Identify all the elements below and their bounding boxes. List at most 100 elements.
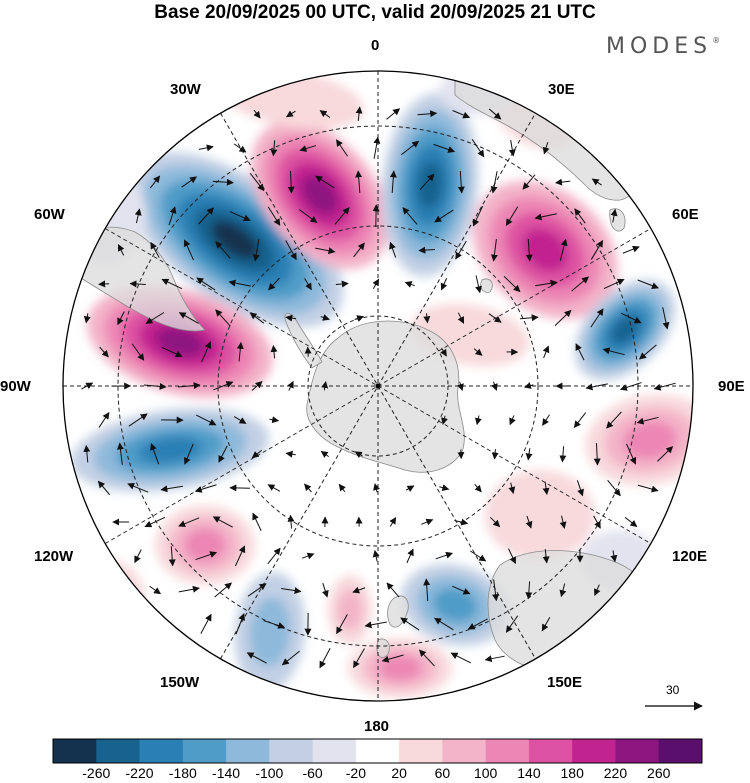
anomaly-contour [623, 421, 677, 459]
colorbar-bin [615, 739, 660, 763]
wind-arrow [555, 178, 571, 186]
wind-arrow [229, 211, 251, 222]
colorbar-label: 260 [647, 765, 671, 781]
wind-arrow [505, 206, 519, 226]
wind-arrow [183, 239, 194, 261]
wind-arrow [441, 415, 448, 425]
wind-arrow [574, 208, 586, 224]
land-masses [63, 73, 657, 699]
lon-label-90w: 90W [0, 378, 31, 395]
wind-arrow [488, 108, 502, 120]
colorbar-label: -60 [302, 765, 323, 781]
wind-arrow [338, 483, 346, 492]
wind-arrow [287, 380, 294, 391]
wind-arrow [198, 207, 214, 225]
chart-title: Base 20/09/2025 00 UTC, valid 20/09/2025… [154, 2, 596, 23]
wind-arrow [471, 138, 485, 158]
wind-arrow [467, 618, 488, 630]
wind-arrow [435, 551, 453, 560]
anomaly-contour [432, 588, 478, 622]
map-border [62, 70, 694, 702]
wind-arrow [150, 442, 160, 465]
wind-arrow [196, 277, 216, 291]
wind-arrow [452, 110, 471, 119]
wind-arrow [235, 613, 245, 635]
wind-arrow [535, 279, 558, 287]
wind-arrow [603, 278, 625, 290]
wind-arrow [200, 613, 212, 634]
colorbar-bin [182, 739, 227, 763]
colorbar-bin [53, 739, 97, 763]
colorbar-label: 100 [473, 765, 498, 781]
wind-arrow [213, 381, 234, 391]
colorbar-label: 180 [560, 765, 584, 781]
wind-arrow [455, 240, 467, 260]
wind-arrow [590, 239, 604, 260]
wind-arrow [508, 140, 516, 157]
wind-arrow [439, 484, 450, 491]
wind-arrow [161, 346, 183, 358]
land-mass [284, 313, 323, 369]
wind-arrow [636, 416, 659, 425]
wind-arrow [525, 581, 533, 600]
wind-arrow [364, 621, 387, 629]
colorbar-label: 60 [434, 765, 451, 781]
wind-arrow [233, 143, 247, 153]
wind-arrow [571, 276, 589, 292]
wind-arrow [249, 173, 265, 192]
wind-arrow [457, 381, 464, 391]
colorbar-bin [658, 739, 703, 763]
wind-arrow [419, 649, 435, 667]
wind-arrow [440, 278, 448, 291]
wind-arrow [508, 482, 516, 494]
wind-arrow [320, 450, 330, 458]
wind-arrow [281, 587, 302, 595]
wind-arrow [178, 585, 200, 593]
wind-arrow [97, 480, 111, 496]
wind-arrow [542, 345, 550, 359]
anomaly-contour [337, 589, 363, 631]
wind-arrow [268, 277, 280, 291]
wind-vectors [81, 106, 676, 669]
wind-arrow [83, 444, 91, 463]
wind-arrow [98, 411, 110, 428]
colorbar-bin [528, 739, 573, 763]
wind-arrow [354, 451, 363, 459]
wind-arrow [389, 170, 397, 194]
wind-arrow [81, 382, 94, 390]
wind-arrow [619, 382, 642, 391]
wind-arrow [249, 312, 265, 324]
wind-arrow [470, 550, 487, 562]
wind-arrow [386, 582, 400, 598]
wind-arrow [201, 341, 212, 363]
colorbar-label: -220 [125, 765, 154, 781]
wind-arrow [593, 443, 601, 466]
wind-arrow [423, 313, 431, 324]
wind-arrow [131, 343, 145, 361]
wind-arrow [554, 309, 572, 326]
lon-label-150w: 150W [160, 674, 200, 691]
brand-registered-mark: ® [712, 36, 721, 45]
wind-arrow [143, 382, 167, 390]
wind-arrow [490, 516, 501, 528]
lon-label-30w: 30W [170, 81, 201, 98]
wind-arrow [178, 312, 199, 324]
wind-arrow [400, 617, 420, 631]
wind-arrow [559, 238, 568, 261]
wind-arrow [653, 382, 676, 391]
colorbar-bin [139, 739, 184, 763]
wind-arrow [525, 238, 533, 262]
wind-arrow [150, 241, 160, 258]
wind-arrow [321, 380, 329, 391]
wind-arrow [253, 109, 261, 119]
anomaly-contour [521, 228, 569, 272]
wind-arrow [473, 348, 483, 356]
wind-arrow [355, 106, 363, 121]
wind-arrow [269, 416, 280, 424]
wind-arrow [585, 383, 608, 391]
wind-arrow [298, 209, 318, 223]
wind-arrow [417, 110, 438, 118]
wind-arrow [450, 652, 472, 664]
land-mass [306, 320, 465, 473]
anomaly-contour [611, 316, 639, 344]
